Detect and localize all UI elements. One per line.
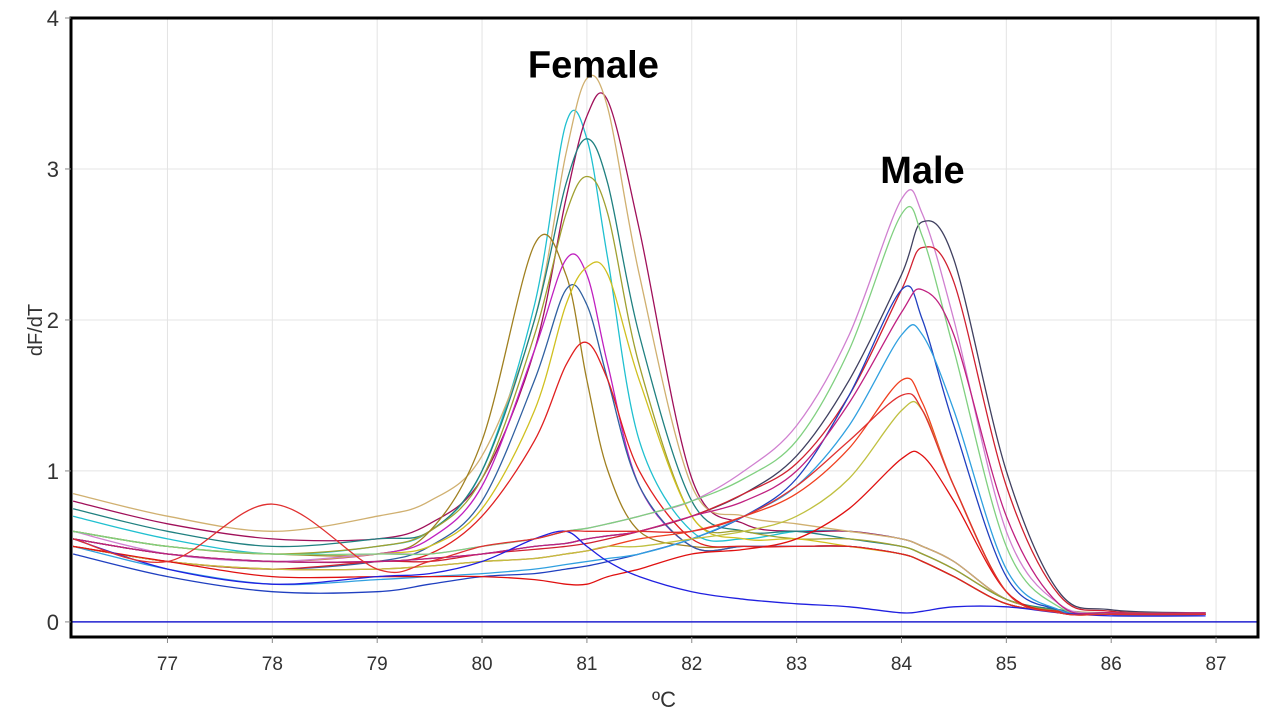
x-ticks: 77 78 79 80 81 82 83 84 85 86 87 (157, 637, 1227, 675)
x-tick-label: 79 (367, 654, 388, 675)
plot-frame (69, 16, 1260, 639)
curves (72, 74, 1206, 617)
annotation-female: Female (528, 44, 659, 86)
series-line-5 (72, 175, 1206, 616)
y-axis-label: dF/dT (25, 304, 47, 356)
series-line-21 (72, 530, 1206, 617)
series-line-4 (72, 138, 1206, 616)
x-tick-label: 83 (786, 654, 807, 675)
series-line-3 (72, 74, 1206, 614)
x-tick-label: 87 (1205, 654, 1226, 675)
series-line-13 (72, 246, 1206, 614)
x-tick-label: 82 (681, 654, 702, 675)
x-tick-label: 78 (262, 654, 283, 675)
x-tick-label: 80 (471, 654, 492, 675)
series-line-17 (72, 288, 1206, 615)
series-line-22 (72, 392, 1206, 616)
series-line-9 (72, 261, 1206, 616)
y-tick-label: 3 (47, 157, 59, 182)
series-line-16 (72, 324, 1206, 616)
series-line-2 (72, 92, 1206, 616)
x-axis-label: ºC (652, 687, 676, 712)
y-tick-label: 1 (47, 459, 59, 484)
y-tick-label: 4 (47, 6, 59, 31)
x-tick-label: 84 (891, 654, 913, 675)
x-tick-label: 81 (576, 654, 597, 675)
series-line-15 (72, 206, 1206, 615)
annotation-male: Male (880, 150, 964, 192)
series-line-18 (72, 377, 1206, 616)
y-tick-label: 2 (47, 308, 59, 333)
x-tick-label: 86 (1101, 654, 1122, 675)
y-tick-label: 0 (47, 610, 59, 635)
x-tick-label: 77 (157, 654, 178, 675)
x-tick-label: 85 (996, 654, 1017, 675)
y-ticks: 0 1 2 3 4 (47, 6, 71, 635)
